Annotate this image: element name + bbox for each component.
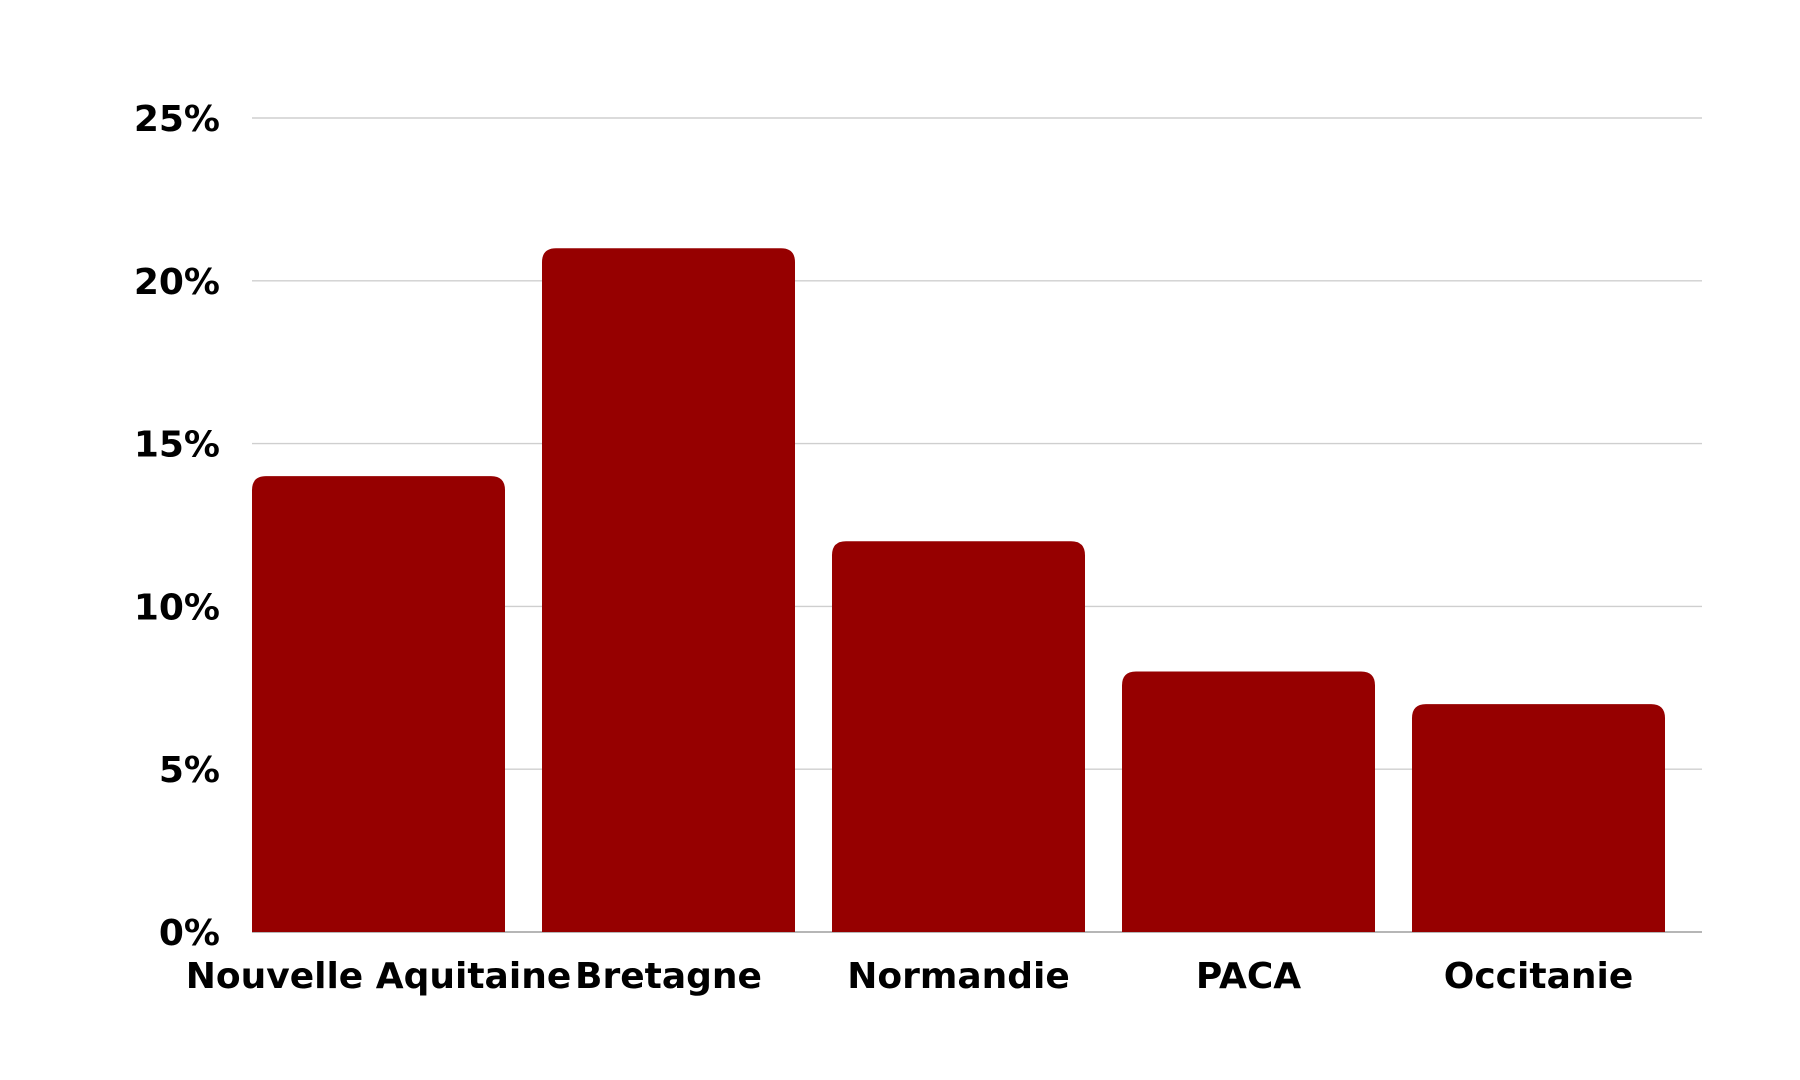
bars (252, 248, 1665, 933)
x-category-label: PACA (1196, 956, 1301, 997)
x-category-label: Nouvelle Aquitaine (186, 956, 572, 997)
bar-normandie (832, 541, 1085, 932)
x-category-label: Normandie (847, 956, 1070, 997)
bar-paca (1122, 671, 1375, 932)
y-tick-label: 0% (159, 913, 220, 954)
x-axis-category-labels: Nouvelle Aquitaine Bretagne Normandie PACA O… (186, 956, 1634, 997)
bar-nouvelle-aquitaine (252, 476, 505, 932)
y-axis-tick-labels: 0% 5% 10% 15% 20% 25% (134, 99, 220, 954)
y-tick-label: 15% (134, 425, 220, 466)
y-tick-label: 10% (134, 587, 220, 628)
y-tick-label: 5% (159, 750, 220, 791)
y-tick-label: 25% (134, 99, 220, 140)
x-category-label: Occitanie (1444, 956, 1634, 997)
bar-bretagne (542, 248, 795, 933)
y-tick-label: 20% (134, 262, 220, 303)
x-category-label: Bretagne (575, 956, 762, 997)
bar-occitanie (1412, 704, 1665, 932)
